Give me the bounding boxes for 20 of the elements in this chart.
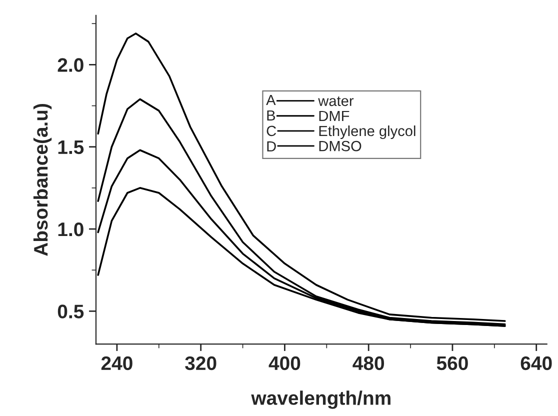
x-tick-label: 320 [185, 356, 216, 370]
annotation: A [266, 94, 276, 106]
legend-label: water [318, 96, 354, 106]
annotation: C [266, 126, 276, 136]
y-tick-label: 0.5 [58, 304, 84, 318]
y-tick-label: 2.0 [58, 58, 84, 72]
annotation: B [267, 110, 276, 120]
x-tick-label: 400 [268, 356, 300, 370]
legend-label: DMSO [319, 140, 362, 152]
x-axis-title: wavelength/nm [251, 390, 390, 409]
x-tick-label: 560 [436, 356, 468, 370]
annotation: D [267, 141, 276, 152]
x-tick-label: 480 [352, 356, 384, 370]
x-tick-label: 240 [101, 356, 132, 370]
legend-label: DMF [319, 110, 350, 121]
y-tick-label: 1.5 [58, 140, 84, 154]
x-tick-label: 640 [520, 356, 552, 370]
legend-label: Ethylene glycol [319, 125, 416, 140]
y-tick-label: 1.0 [58, 222, 84, 236]
y-axis-title: Absorbance(a.u) [33, 104, 52, 256]
